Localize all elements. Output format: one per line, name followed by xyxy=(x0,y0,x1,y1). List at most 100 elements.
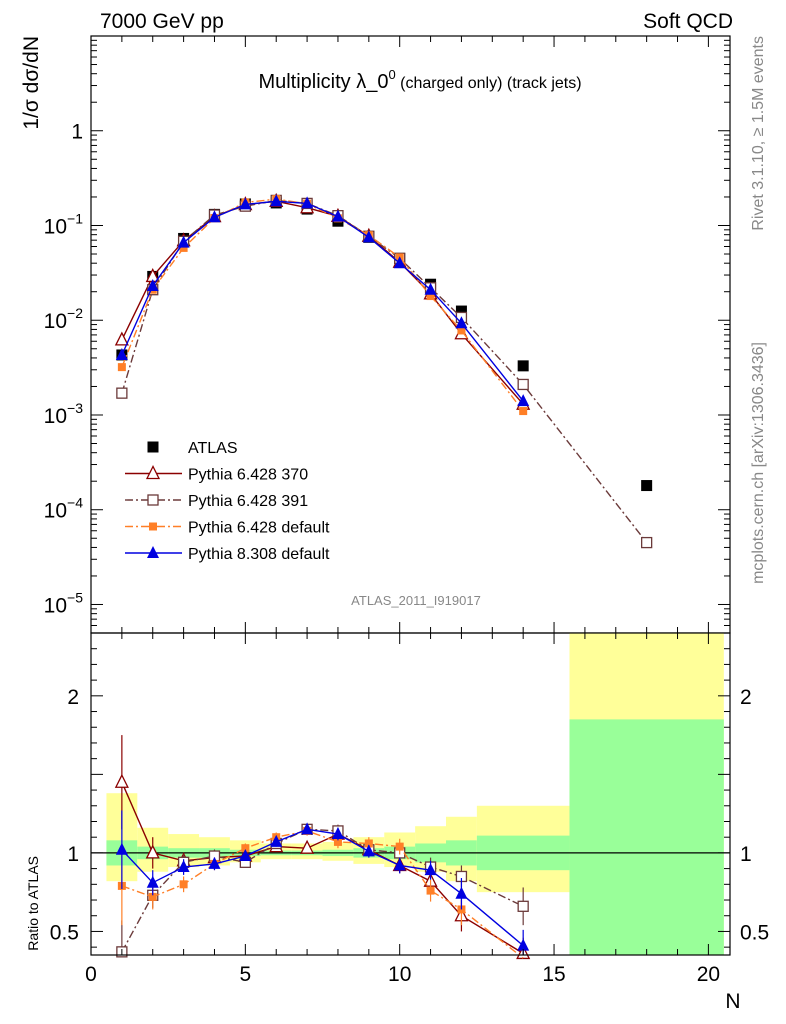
y-tick-label: 10−4 xyxy=(44,495,84,523)
legend-label: Pythia 6.428 default xyxy=(188,520,330,537)
bottom-xlabel: N xyxy=(725,990,740,1013)
y-tick-label: 10−1 xyxy=(44,210,84,238)
ratio-point xyxy=(455,886,468,899)
data-point xyxy=(426,292,435,301)
main-panel: 10−5 10−4 10−3 10−2 10−1 1 xyxy=(44,35,731,634)
chart-title-suffix: (charged only) (track jets) xyxy=(396,75,582,92)
data-point xyxy=(270,194,283,207)
data-point xyxy=(177,235,190,248)
legend-entry: Pythia 8.308 default xyxy=(125,546,330,563)
chart-title-sup: 0 xyxy=(388,67,395,82)
ratio-point xyxy=(393,858,406,871)
data-point xyxy=(517,360,529,372)
ratio-y-tick-label: 2 xyxy=(67,686,79,709)
y-tick-label: 1 xyxy=(71,121,83,144)
ratio-point xyxy=(300,839,315,854)
ratio-y-tick-label-right: 0.5 xyxy=(740,921,769,944)
x-tick-label: 15 xyxy=(542,963,565,986)
data-point xyxy=(239,197,252,210)
ratio-point xyxy=(241,844,250,853)
series-pythia-8-308-default xyxy=(115,194,530,407)
ratio-y-tick-label: 0.5 xyxy=(50,921,79,944)
ratio-point xyxy=(177,860,190,873)
data-point xyxy=(455,316,468,329)
bottom-ylabel: Ratio to ATLAS xyxy=(25,856,41,951)
y-tick-label: 10−5 xyxy=(44,589,84,617)
x-tick-label: 10 xyxy=(388,963,411,986)
data-point xyxy=(393,256,406,269)
data-point xyxy=(641,536,653,549)
stat-uncertainty-band xyxy=(569,719,724,955)
data-point xyxy=(116,387,128,399)
x-tick-label: 5 xyxy=(240,963,252,986)
ratio-point xyxy=(301,822,314,835)
ratio-point xyxy=(239,849,252,862)
ratio-point xyxy=(333,837,342,846)
data-point xyxy=(641,480,653,492)
data-point xyxy=(179,243,188,252)
chart-title-main: Multiplicity λ_0 xyxy=(258,71,388,93)
legend: ATLAS Pythia 6.428 370 Pythia 6.428 391 Pyt… xyxy=(125,440,330,563)
ratio-y-tick-label: 1 xyxy=(67,843,79,866)
ratio-point xyxy=(145,844,160,859)
data-point xyxy=(517,394,530,407)
ratio-series-pythia-8-308-default xyxy=(115,810,530,955)
ratio-point xyxy=(424,863,437,876)
header-right: Soft QCD xyxy=(643,10,733,33)
panel-frame xyxy=(90,35,731,634)
top-ylabel: 1/σ dσ/dN xyxy=(20,36,43,130)
legend-label: ATLAS xyxy=(188,440,238,457)
chart-title: Multiplicity λ_00 (charged only) (track … xyxy=(258,67,581,93)
ratio-point xyxy=(426,886,435,895)
legend-label: Pythia 8.308 default xyxy=(188,546,330,563)
data-point xyxy=(457,326,466,335)
data-point xyxy=(146,278,159,291)
panel-frame xyxy=(90,632,731,956)
series-line xyxy=(121,200,524,402)
data-point xyxy=(117,363,126,372)
data-point xyxy=(331,209,344,222)
data-point xyxy=(519,407,528,416)
legend-entry: Pythia 6.428 default xyxy=(125,520,330,537)
watermark: ATLAS_2011_I919017 xyxy=(351,593,481,608)
x-tick-label: 20 xyxy=(697,963,720,986)
series-pythia-6-428-370 xyxy=(114,192,531,410)
series-line xyxy=(121,199,648,544)
ratio-point xyxy=(146,875,159,888)
ratio-y-tick-label-right: 2 xyxy=(740,686,752,709)
ratio-panel: 0 5 10 15 20 0.5 0.5 1 1 2 2 xyxy=(50,632,769,986)
ratio-point xyxy=(517,900,529,912)
series-line xyxy=(121,198,524,412)
legend-marker xyxy=(147,546,159,558)
x-tick-label: 0 xyxy=(85,963,97,986)
legend-entry: Pythia 6.428 370 xyxy=(125,465,308,484)
data-point xyxy=(114,331,129,346)
data-point xyxy=(455,305,467,317)
series-line xyxy=(121,200,524,405)
ratio-point xyxy=(270,834,283,847)
legend-marker xyxy=(147,441,159,453)
side-label-bottom: mcplots.cern.ch [arXiv:1306.3436] xyxy=(750,342,767,584)
ratio-point xyxy=(395,842,404,851)
ratio-point xyxy=(115,842,128,855)
data-point xyxy=(208,210,221,223)
data-point xyxy=(115,347,128,360)
side-label-top: Rivet 3.1.10, ≥ 1.5M events xyxy=(750,36,767,231)
ratio-point xyxy=(208,856,221,869)
series-pythia-6-428-default xyxy=(117,195,528,416)
ratio-point xyxy=(517,938,530,951)
legend-entry: ATLAS xyxy=(147,440,238,457)
ratio-y-tick-label-right: 1 xyxy=(740,843,752,866)
data-point xyxy=(424,282,437,295)
legend-label: Pythia 6.428 370 xyxy=(188,467,308,484)
legend-entry: Pythia 6.428 391 xyxy=(125,493,308,510)
y-tick-label: 10−2 xyxy=(44,305,84,333)
legend-label: Pythia 6.428 391 xyxy=(188,493,308,510)
legend-marker xyxy=(149,522,157,531)
ratio-point xyxy=(364,839,373,848)
ratio-point xyxy=(148,892,157,901)
y-tick-label: 10−3 xyxy=(44,400,84,428)
data-point xyxy=(301,196,314,209)
legend-marker xyxy=(145,465,161,480)
header-left: 7000 GeV pp xyxy=(100,10,224,33)
